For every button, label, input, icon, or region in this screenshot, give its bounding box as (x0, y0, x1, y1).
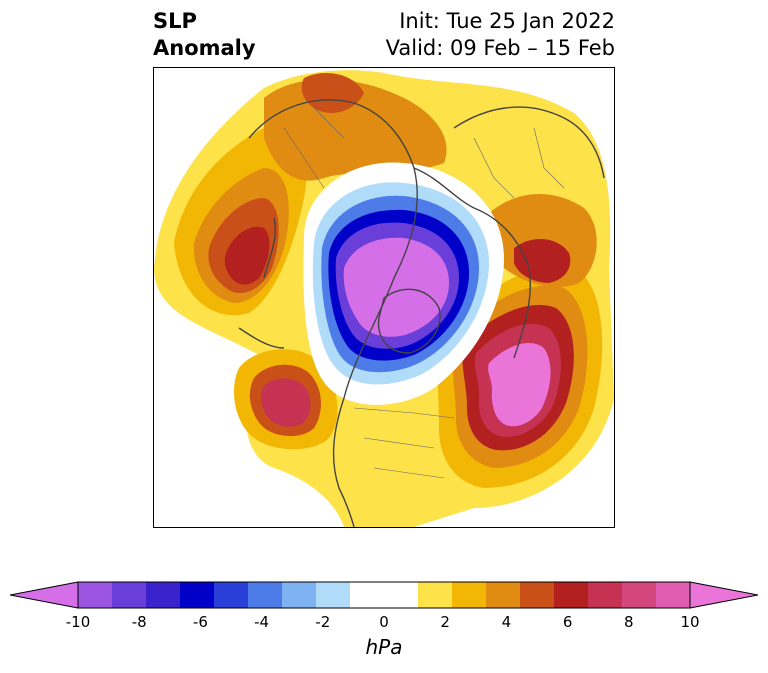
colorbar-segment (282, 582, 317, 608)
colorbar-segment (656, 582, 691, 608)
colorbar-segment (554, 582, 589, 608)
colorbar-extend-min (10, 581, 79, 609)
colorbar-unit: hPa (365, 635, 403, 659)
colorbar (10, 581, 758, 609)
colorbar-tick-label: 8 (624, 613, 634, 631)
colorbar-segment (384, 582, 419, 608)
colorbar-segment (452, 582, 487, 608)
map-dates: Init: Tue 25 Jan 2022 Valid: 09 Feb – 15… (386, 8, 615, 62)
colorbar-segment (588, 582, 623, 608)
title-field: Anomaly (153, 36, 256, 60)
borders (283, 107, 565, 479)
colorbar-segment (112, 582, 147, 608)
colorbar-tick-label: -4 (254, 613, 270, 631)
colorbar-segment (418, 582, 453, 608)
colorbar-segment (78, 582, 113, 608)
colorbar-segment (520, 582, 555, 608)
colorbar-segment (486, 582, 521, 608)
colorbar-segment (350, 582, 385, 608)
colorbar-tick-label: 4 (501, 613, 512, 631)
negative-anomaly-field (303, 162, 504, 405)
colorbar-tick-label: -6 (192, 613, 208, 631)
colorbar-tick-label: 2 (440, 613, 450, 631)
map-title: SLP Anomaly (153, 8, 256, 62)
colorbar-segment (146, 582, 181, 608)
colorbar-segment (316, 582, 351, 608)
valid-range: Valid: 09 Feb – 15 Feb (385, 36, 615, 60)
init-date: Init: Tue 25 Jan 2022 (399, 9, 615, 33)
colorbar-segment (214, 582, 249, 608)
coastlines (238, 99, 605, 527)
anomaly-map (153, 67, 615, 528)
colorbar-frame (77, 581, 691, 609)
colorbar-tick-label: -8 (131, 613, 147, 631)
colorbar-tick-label: 0 (379, 613, 389, 631)
colorbar-extend-max (689, 581, 758, 609)
colorbar-tick-label: 6 (562, 613, 573, 631)
colorbar-tick-label: -2 (315, 613, 331, 631)
title-variable: SLP (153, 9, 197, 33)
colorbar-tick-label: -10 (65, 613, 91, 631)
colorbar-segment (248, 582, 283, 608)
colorbar-segment (180, 582, 215, 608)
colorbar-segment (622, 582, 657, 608)
colorbar-tick-label: 10 (680, 613, 700, 631)
positive-anomaly-field (154, 70, 614, 527)
